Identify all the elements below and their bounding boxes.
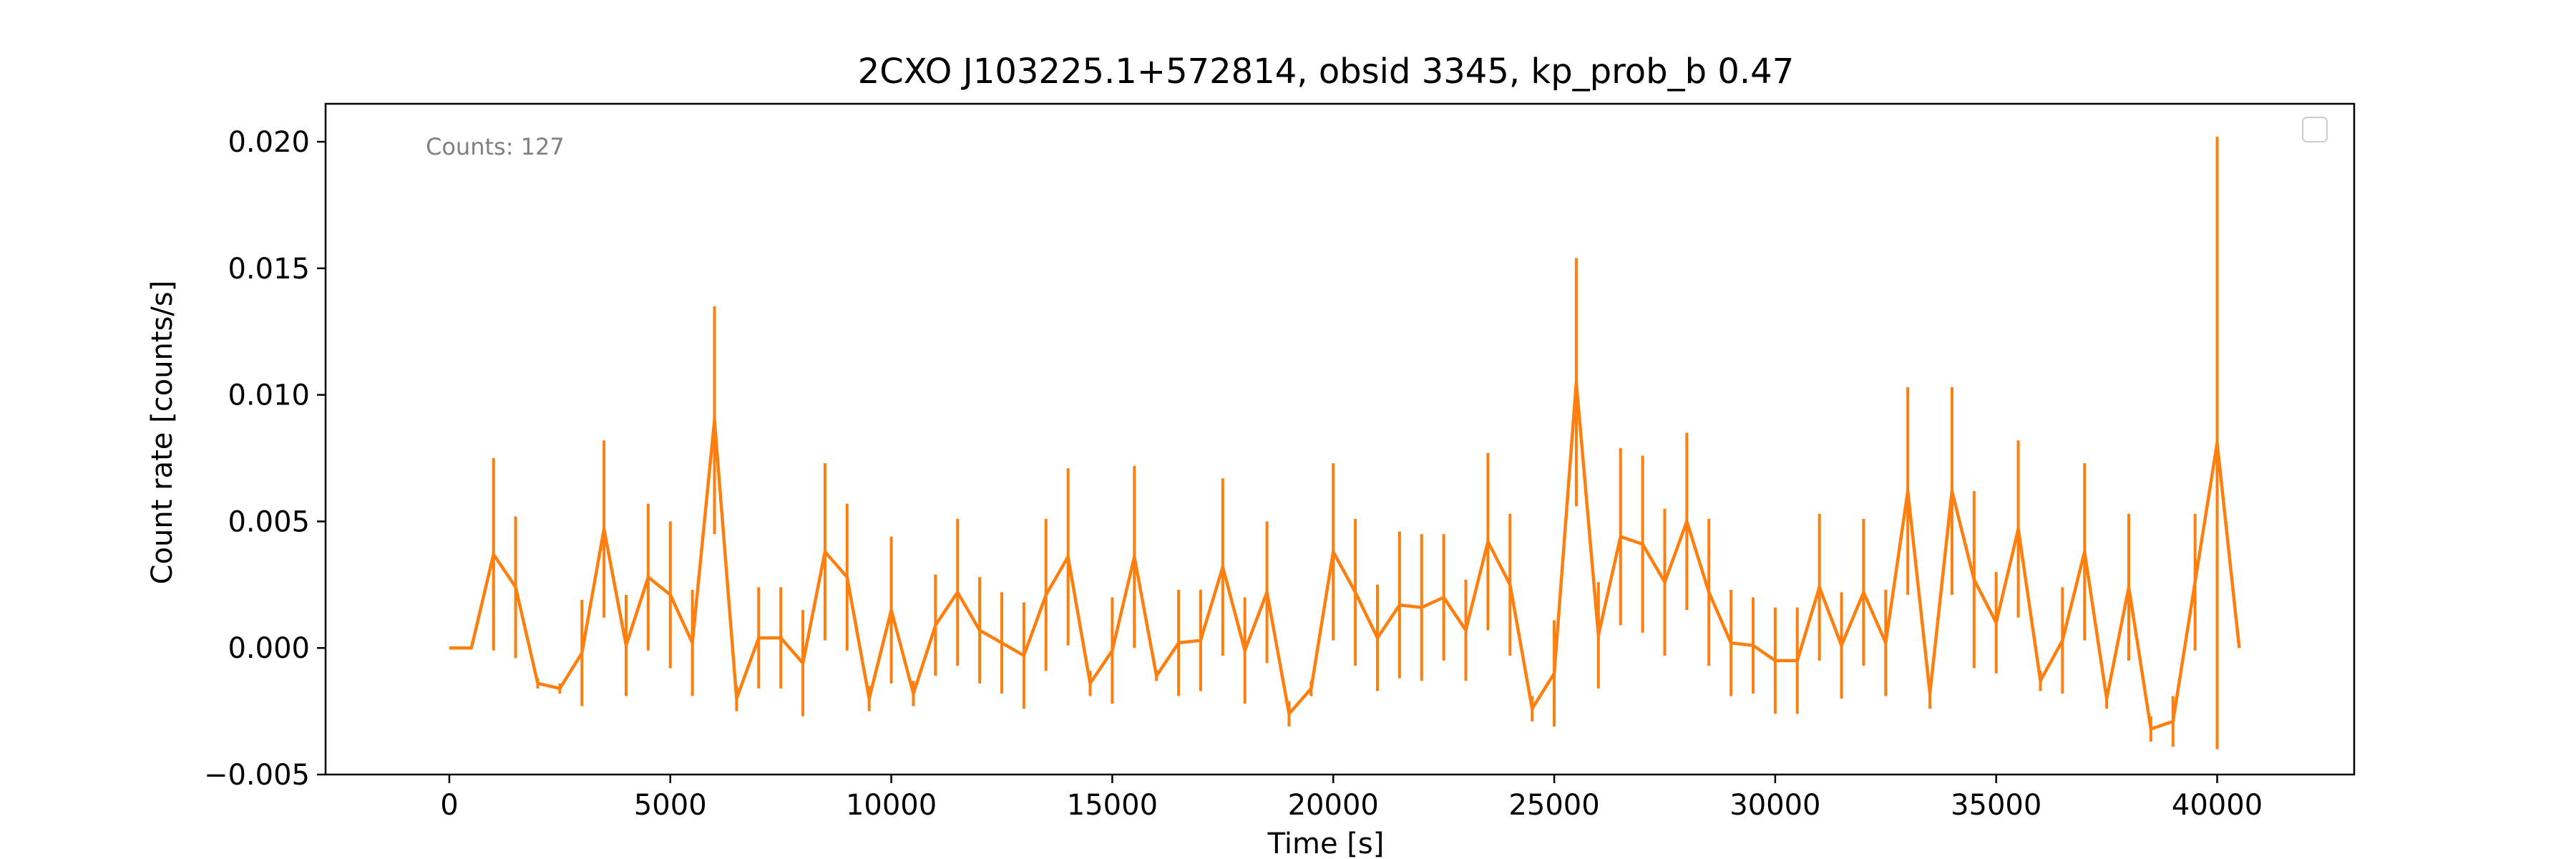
y-tick-label: 0.000: [228, 632, 310, 665]
y-axis-label: Count rate [counts/s]: [146, 281, 179, 585]
y-axis: −0.005 0.000 0.005 0.010 0.015 0.020: [204, 126, 326, 792]
x-tick-label: 20000: [1288, 789, 1379, 822]
plot-area: [324, 102, 2356, 776]
y-tick-label: 0.020: [228, 126, 310, 159]
series-line: [449, 380, 2241, 731]
x-tick-label: 0: [440, 789, 458, 822]
x-tick-label: 10000: [846, 789, 937, 822]
x-tick-label: 30000: [1729, 789, 1820, 822]
y-tick-label: 0.015: [228, 253, 310, 286]
x-tick-label: 40000: [2172, 789, 2263, 822]
counts-annotation: Counts: 127: [426, 133, 565, 160]
x-tick-label: 25000: [1508, 789, 1599, 822]
y-tick-label: 0.010: [228, 379, 310, 412]
legend-box: [2302, 117, 2328, 142]
y-tick-label: 0.005: [228, 505, 310, 538]
x-tick-label: 5000: [634, 789, 707, 822]
x-axis-label: Time [s]: [1267, 828, 1385, 859]
chart-title: 2CXO J103225.1+572814, obsid 3345, kp_pr…: [858, 52, 1795, 92]
axes-frame: [324, 102, 2356, 776]
y-tick-label: −0.005: [204, 759, 310, 792]
count-rate-line: [449, 380, 2241, 731]
x-tick-label: 15000: [1067, 789, 1158, 822]
x-axis: 0 5000 10000 15000 20000 25000 30000 35000 40000: [440, 775, 2263, 822]
x-tick-label: 35000: [1951, 789, 2041, 822]
